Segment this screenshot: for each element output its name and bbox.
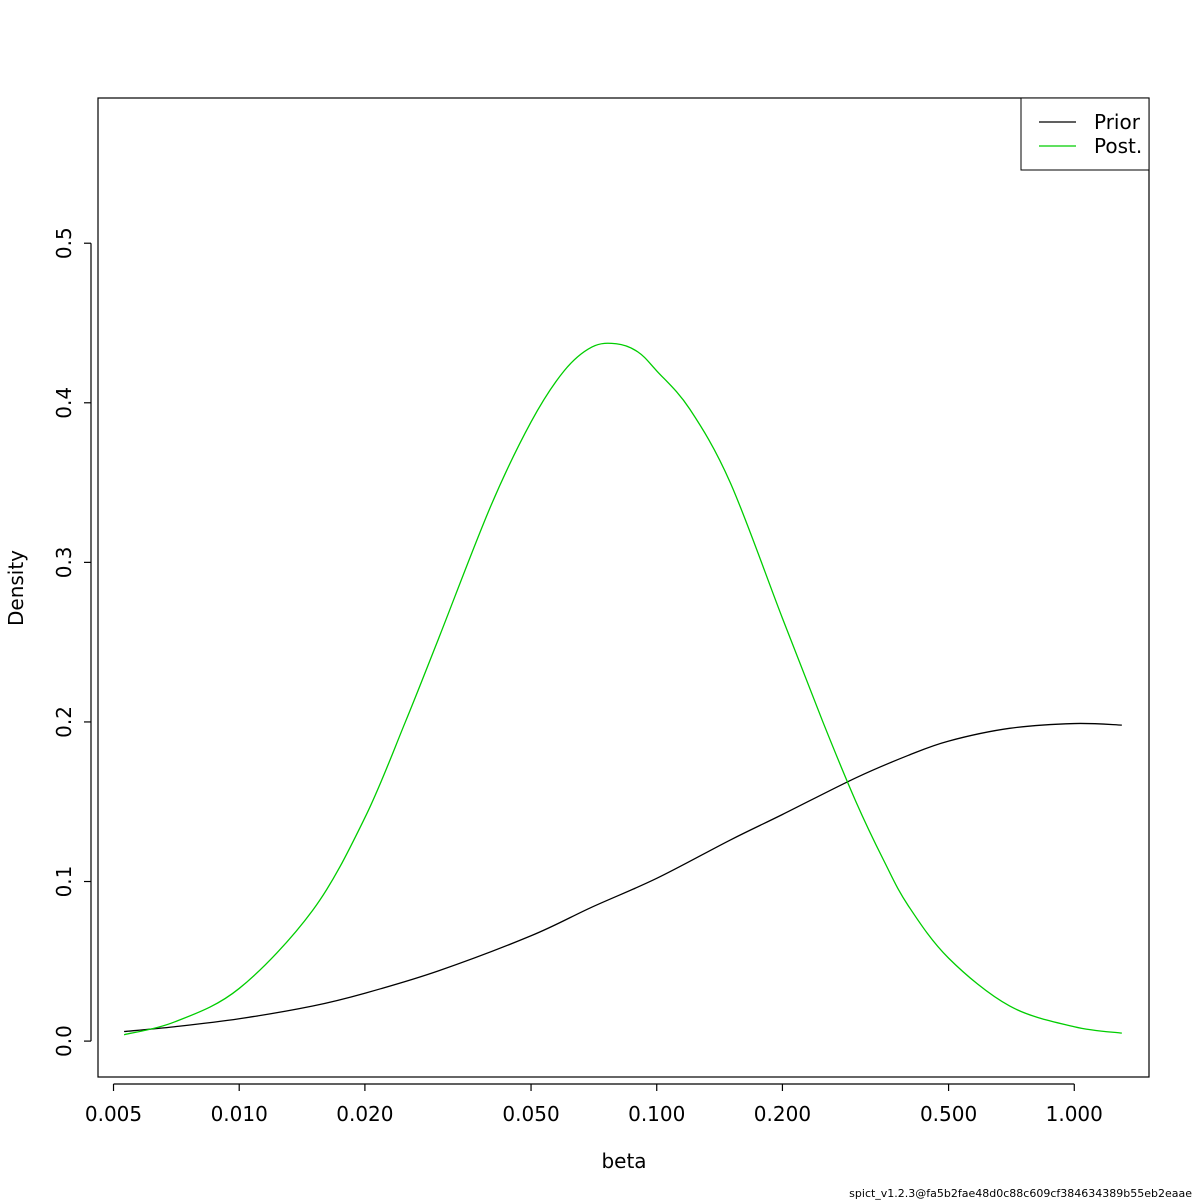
y-axis: 0.0 0.1 0.2 0.3 0.4 0.5	[52, 227, 92, 1057]
legend-box	[1020, 97, 1150, 171]
x-tick-label: 0.020	[336, 1102, 393, 1126]
x-tick-label: 0.050	[502, 1102, 559, 1126]
y-tick-label: 0.0	[52, 1025, 76, 1057]
prior-curve	[124, 722, 1122, 1033]
y-tick-label: 0.3	[52, 546, 76, 578]
y-tick-label: 0.1	[52, 866, 76, 898]
legend: Prior Post.	[1020, 97, 1150, 171]
x-axis-label: beta	[601, 1149, 646, 1173]
y-axis-label: Density	[4, 550, 28, 626]
legend-prior-label: Prior	[1094, 110, 1141, 134]
x-tick-label: 1.000	[1046, 1102, 1103, 1126]
x-tick-label: 0.005	[85, 1102, 142, 1126]
x-tick-label: 0.010	[211, 1102, 268, 1126]
x-axis: 0.005 0.010 0.020 0.050 0.100 0.200 0.500 1.000	[85, 1083, 1103, 1126]
y-tick-label: 0.5	[52, 227, 76, 259]
footer-version: spict_v1.2.3@fa5b2fae48d0c88c609cf384634…	[849, 1187, 1192, 1200]
series-layer	[123, 342, 1122, 1036]
x-tick-label: 0.500	[920, 1102, 977, 1126]
plot-frame	[97, 97, 1150, 1078]
x-tick-label: 0.200	[754, 1102, 811, 1126]
x-tick-label: 0.100	[628, 1102, 685, 1126]
y-tick-label: 0.4	[52, 387, 76, 419]
y-tick-label: 0.2	[52, 706, 76, 738]
legend-post-label: Post.	[1094, 134, 1142, 158]
posterior-curve	[123, 342, 1122, 1036]
